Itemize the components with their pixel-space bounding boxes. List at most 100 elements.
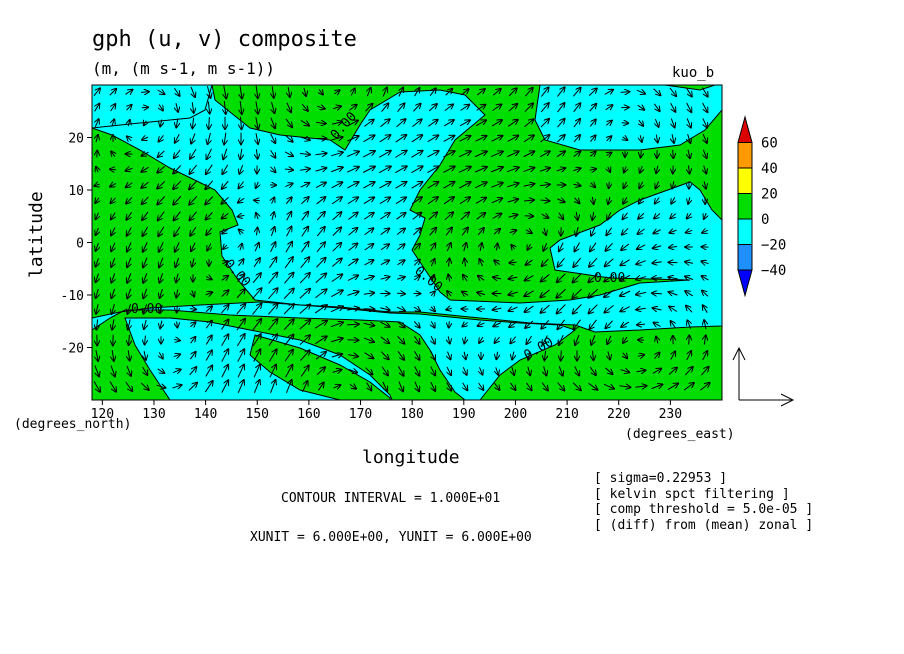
wind-vector <box>111 151 115 156</box>
wind-vector <box>111 227 115 236</box>
wind-vector <box>347 182 358 189</box>
wind-vector <box>605 320 613 329</box>
wind-vector <box>381 103 389 112</box>
wind-vector <box>127 242 131 252</box>
wind-vector <box>173 87 179 96</box>
wind-vector <box>507 199 518 202</box>
wind-vector <box>637 324 646 325</box>
wind-vector <box>703 149 706 158</box>
wind-vector <box>427 197 438 205</box>
wind-vector <box>189 352 195 360</box>
wind-vector <box>525 275 534 281</box>
wind-vector <box>414 350 419 360</box>
wind-vector <box>96 350 98 361</box>
wind-vector <box>540 119 549 128</box>
wind-vector <box>367 88 370 97</box>
wind-vector <box>622 212 627 219</box>
unit-vector-note: XUNIT = 6.000E+00, YUNIT = 6.000E+00 <box>250 530 532 545</box>
wind-vector <box>686 102 692 112</box>
wind-vector <box>687 118 691 127</box>
wind-vector <box>429 228 437 236</box>
wind-vector <box>126 197 133 203</box>
x-tick-label: 210 <box>555 407 578 422</box>
wind-vector <box>669 246 678 247</box>
wind-vector <box>636 277 647 280</box>
x-axis-title: longitude <box>362 447 460 468</box>
wind-vector <box>112 319 114 329</box>
wind-vector <box>221 320 228 330</box>
wind-vector <box>142 137 149 140</box>
wind-vector <box>222 180 229 189</box>
wind-vector <box>141 92 149 93</box>
wind-vector <box>314 305 327 314</box>
wind-vector <box>573 135 580 143</box>
wind-vector <box>364 228 374 236</box>
wind-vector <box>380 119 389 128</box>
wind-vector <box>607 136 612 140</box>
wind-vector <box>619 386 631 388</box>
wind-vector <box>331 137 342 140</box>
wind-vector <box>223 245 227 249</box>
wind-vector <box>557 87 564 97</box>
wind-vector <box>493 308 502 310</box>
wind-vector <box>300 257 310 269</box>
wind-vector <box>623 197 627 203</box>
wind-vector <box>272 86 274 98</box>
wind-vector <box>380 213 389 220</box>
wind-vector <box>573 184 580 186</box>
wind-vector <box>544 227 546 235</box>
wind-vector <box>93 88 100 96</box>
wind-vector <box>239 229 244 233</box>
wind-vector <box>348 243 358 251</box>
wind-vector <box>208 101 209 114</box>
wind-vector <box>559 366 562 375</box>
wind-vector <box>240 100 242 114</box>
wind-vector <box>286 227 292 237</box>
wind-vector <box>685 291 694 297</box>
wind-vector <box>575 334 579 345</box>
wind-vector <box>590 319 597 329</box>
wind-vector <box>268 319 278 331</box>
wind-vector <box>236 319 245 331</box>
wind-vector <box>556 135 564 143</box>
wind-vector <box>300 169 310 171</box>
wind-vector <box>253 365 260 378</box>
wind-vector <box>607 153 612 156</box>
wind-vector <box>380 336 389 343</box>
wind-vector <box>448 275 450 282</box>
wind-vector <box>574 242 581 252</box>
wind-vector <box>191 133 195 143</box>
wind-vector <box>256 117 258 129</box>
wind-vector <box>206 277 211 280</box>
wind-vector <box>427 135 438 143</box>
wind-vector <box>491 198 502 204</box>
wind-vector <box>651 384 663 390</box>
wind-vector <box>300 197 308 205</box>
wind-vector <box>478 323 485 326</box>
wind-vector <box>205 335 212 345</box>
wind-vector <box>655 197 659 204</box>
x-tick-label: 190 <box>452 407 475 422</box>
wind-vector <box>620 370 630 373</box>
wind-vector <box>459 136 471 142</box>
wind-vector <box>256 181 259 188</box>
wind-vector <box>330 306 343 313</box>
wind-vector <box>286 212 292 221</box>
wind-vector <box>127 257 131 267</box>
wind-vector <box>559 242 563 252</box>
wind-vector <box>508 88 517 97</box>
wind-vector <box>588 382 598 389</box>
wind-vector <box>331 152 343 156</box>
wind-vector <box>605 242 613 251</box>
wind-vector <box>523 200 534 201</box>
wind-vector <box>557 199 564 202</box>
wind-vector <box>253 258 260 268</box>
wind-vector <box>158 226 165 236</box>
wind-vector <box>492 89 501 96</box>
wind-vector <box>315 289 326 299</box>
wind-vector <box>331 290 342 298</box>
wind-vector <box>557 304 566 314</box>
wind-vector <box>557 119 564 128</box>
wind-vector <box>556 168 566 171</box>
wind-vector <box>541 274 550 281</box>
